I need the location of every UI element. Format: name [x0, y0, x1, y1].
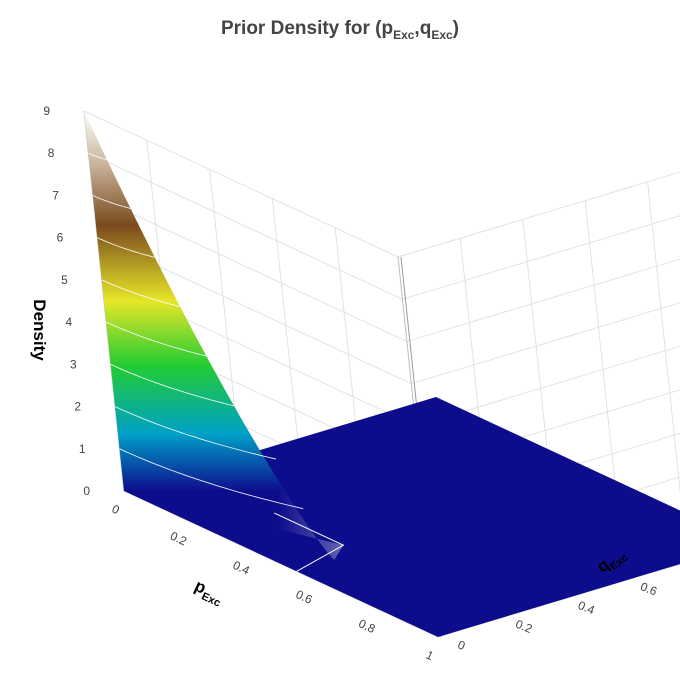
contour-line	[106, 321, 222, 361]
y-tick-label: 0.2	[514, 617, 535, 636]
chart-title: Prior Density for (pExc,qExc)	[220, 18, 459, 42]
contour-line	[101, 279, 194, 311]
x-tick-label: 0.2	[168, 529, 189, 549]
contour-line	[110, 363, 249, 410]
contour-line	[114, 406, 276, 460]
z-tick-label: 7	[52, 188, 59, 202]
z-tick-label: 5	[61, 273, 68, 287]
z-tick-label: 4	[66, 315, 73, 329]
grid-line	[92, 194, 408, 342]
contour-line	[119, 448, 304, 510]
y-tick-label: 0.6	[638, 579, 659, 598]
grid-line	[88, 152, 403, 300]
contour-line	[88, 152, 112, 162]
z-tick-label: 6	[57, 231, 64, 245]
z-tick-label: 3	[70, 357, 77, 371]
z-tick-label: 9	[43, 104, 50, 118]
grid-line	[411, 302, 680, 385]
grid-line	[415, 345, 680, 427]
z-tick-label: 1	[79, 442, 86, 456]
z-tick-label: 0	[83, 484, 90, 498]
grid-line	[83, 110, 399, 258]
grid-line	[406, 258, 680, 342]
x-tick-label: 0.6	[294, 587, 315, 607]
x-axis-title: pExc	[190, 576, 227, 610]
contour-line	[92, 194, 139, 211]
surface-peak	[84, 111, 344, 560]
x-tick-label: 0.4	[231, 558, 252, 578]
grid-line	[647, 181, 680, 495]
z-tick-label: 2	[74, 400, 81, 414]
z-axis-title: Density	[30, 299, 49, 361]
x-tick-label: 0.8	[356, 616, 377, 636]
y-tick-label: 0.4	[576, 598, 597, 617]
grid-line	[397, 171, 680, 258]
z-tick-label: 8	[48, 146, 55, 160]
contour-line	[97, 237, 167, 261]
y-tick-label: 0	[456, 638, 468, 654]
x-tick-label: 0	[110, 502, 122, 518]
grid-line	[402, 215, 680, 300]
contour-lines	[88, 152, 345, 572]
x-tick-label: 1	[424, 648, 436, 664]
surface-shading	[84, 111, 344, 560]
contour-line	[274, 512, 345, 572]
